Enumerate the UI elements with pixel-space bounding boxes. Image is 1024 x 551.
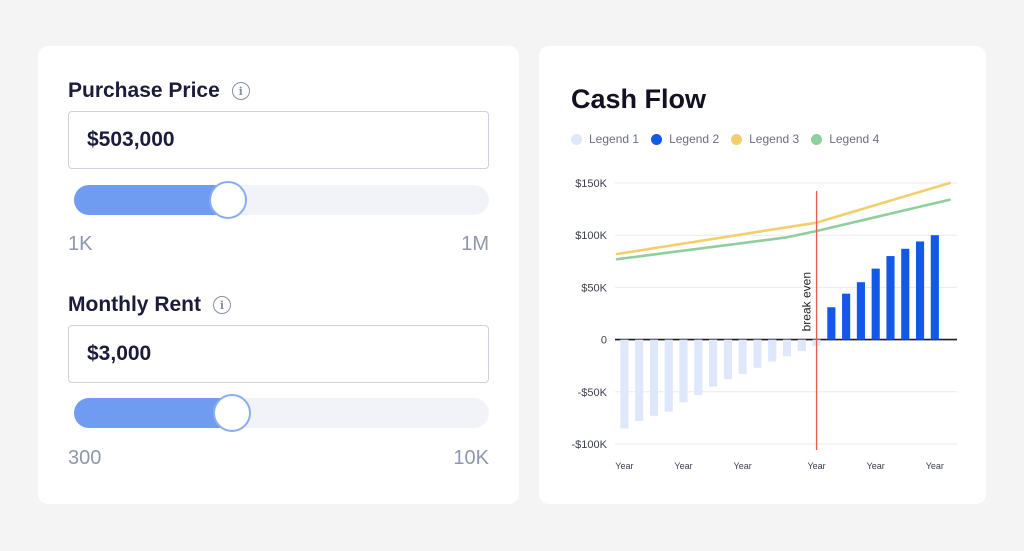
chart-title: Cash Flow [571,84,707,114]
bar-legend-2 [901,248,910,340]
bar-legend-2 [871,268,880,340]
legend-item-4[interactable]: Legend 4 [811,132,879,146]
monthly-rent-label: Monthly Rent i [68,293,231,317]
bar-legend-1 [649,339,659,416]
info-icon[interactable]: i [212,296,231,314]
monthly-rent-input[interactable] [68,325,489,383]
monthly-rent-slider-fill [74,398,232,428]
purchase-price-label: Purchase Price i [68,79,250,103]
cash-flow-card: $150K $100K $50K 0 -$50K -$100K break even Year… [539,46,986,504]
purchase-price-min-label: 1K [68,233,93,255]
legend-item-1[interactable]: Legend 1 [571,132,639,146]
y-tick-label: -$50K [578,387,608,399]
bar-legend-1 [709,339,718,387]
bar-legend-2 [827,307,836,340]
legend-label: Legend 2 [669,132,720,146]
monthly-rent-label-text: Monthly Rent [68,293,201,316]
bar-legend-2 [856,282,865,340]
legend-label: Legend 1 [589,132,640,146]
y-tick-label: $100K [575,230,607,242]
legend-swatch [811,133,823,145]
bar-legend-1 [738,339,747,375]
bar-legend-2 [930,235,939,340]
line-legend-3 [615,181,951,256]
bar-legend-1 [635,339,644,422]
bar-legend-1 [679,339,688,403]
monthly-rent-slider[interactable] [74,394,489,432]
bar-legend-1 [797,339,806,352]
y-tick-label: 0 [601,335,607,347]
info-icon[interactable]: i [231,82,250,100]
y-tick-label: $50K [581,282,607,294]
purchase-price-input[interactable] [68,111,489,169]
legend-swatch [731,133,743,145]
purchase-price-label-text: Purchase Price [68,79,220,102]
cash-flow-chart: $150K $100K $50K 0 -$50K -$100K break even Year… [572,178,957,471]
bar-legend-1 [782,339,792,357]
legend-item-2[interactable]: Legend 2 [651,132,719,146]
purchase-price-slider-thumb[interactable] [208,181,247,219]
x-tick-label: Year [734,461,752,471]
legend-swatch [571,133,582,145]
purchase-price-slider-fill [74,185,228,215]
bar-legend-2 [886,256,895,340]
x-tick-label: Year [926,461,944,471]
y-tick-label: -$100K [572,439,608,451]
bar-legend-1 [620,339,629,429]
legend-item-3[interactable]: Legend 3 [731,132,799,146]
break-even-label: break even [800,272,814,331]
bar-legend-1 [664,339,673,412]
purchase-price-slider[interactable] [74,181,489,219]
bar-legend-1 [768,339,777,362]
chart-legend: Legend 1 Legend 2 Legend 3 Legend 4 [571,132,879,146]
x-tick-label: Year [867,461,885,471]
y-tick-label: $150K [575,178,607,190]
bar-legend-1 [753,339,762,368]
legend-label: Legend 3 [749,132,800,146]
x-tick-label: Year [674,461,692,471]
line-legend-4 [615,198,951,261]
loan-inputs-card: Purchase Price i 1K 1M Monthly Rent i 30… [38,46,519,504]
bar-legend-1 [694,339,703,395]
monthly-rent-max-label: 10K [453,447,489,469]
purchase-price-max-label: 1M [461,233,489,255]
legend-label: Legend 4 [829,132,880,146]
bar-legend-1 [723,339,732,380]
bar-legend-2 [915,241,925,340]
monthly-rent-slider-thumb[interactable] [212,394,251,432]
bar-legend-2 [842,293,851,340]
monthly-rent-min-label: 300 [68,447,102,469]
x-tick-label: Year [615,461,633,471]
legend-swatch [651,133,663,145]
x-tick-label: Year [807,461,825,471]
